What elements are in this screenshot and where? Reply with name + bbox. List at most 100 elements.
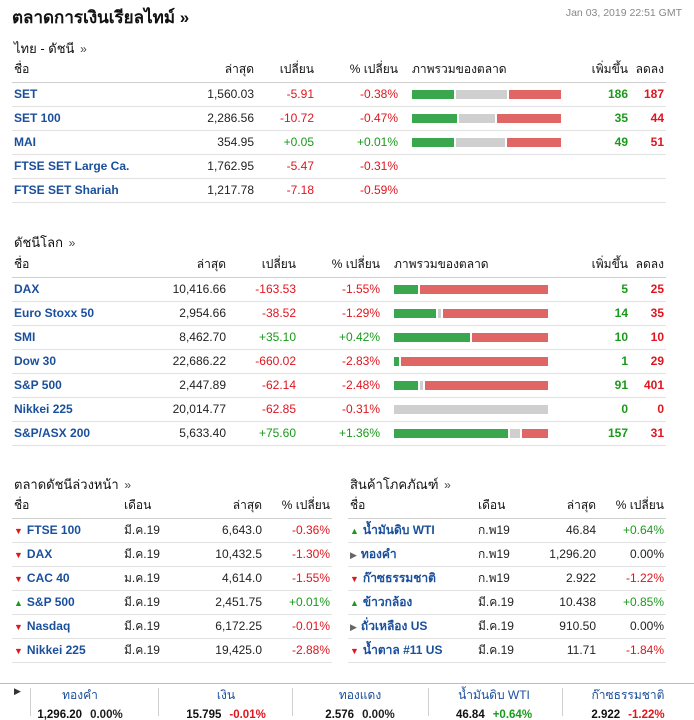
ticker-item[interactable]: ก๊าซธรรมชาติ 2.922 -1.22%: [563, 686, 693, 720]
ticker-item[interactable]: ทองคำ 1,296.20 0.00%: [15, 686, 145, 720]
ticker-value: 1,296.20: [37, 709, 83, 720]
breadth-bar: [412, 113, 561, 123]
table-row[interactable]: ▲ ข้าวกล้อง มี.ค.19 10.438 +0.85%: [348, 590, 666, 615]
pct-change-value: -0.01%: [264, 614, 332, 639]
instrument-cell[interactable]: ▲ น้ำมันดิบ WTI: [348, 518, 476, 543]
instrument-name-link[interactable]: น้ำตาล #11 US: [362, 642, 443, 657]
instrument-name-link[interactable]: DAX: [26, 547, 53, 561]
instrument-cell[interactable]: ▼ Nasdaq: [12, 614, 122, 639]
index-name-link[interactable]: Nikkei 225: [12, 397, 144, 422]
breadth-bar: [394, 356, 548, 366]
instrument-cell[interactable]: ▼ น้ำตาล #11 US: [348, 638, 476, 663]
chevron-right-icon: »: [124, 478, 131, 492]
table-row[interactable]: ▼ Nikkei 225 มี.ค.19 19,425.0 -2.88%: [12, 638, 332, 663]
index-name-link[interactable]: Dow 30: [12, 349, 144, 374]
index-name-link[interactable]: FTSE SET Shariah: [12, 178, 172, 203]
table-row[interactable]: ▼ DAX มี.ค.19 10,432.5 -1.30%: [12, 542, 332, 567]
instrument-cell[interactable]: ▼ Nikkei 225: [12, 638, 122, 663]
index-name-link[interactable]: DAX: [12, 277, 144, 302]
arrow-down-icon: ▼: [350, 645, 359, 656]
instrument-cell[interactable]: ▼ FTSE 100: [12, 518, 122, 543]
change-value: -10.72: [256, 106, 316, 131]
table-row[interactable]: MAI 354.95 +0.05 +0.01% 49 51: [12, 130, 666, 155]
index-name-link[interactable]: SET 100: [12, 106, 172, 131]
table-row[interactable]: DAX 10,416.66 -163.53 -1.55% 5 25: [12, 277, 666, 302]
last-value: 1,560.03: [172, 82, 256, 107]
index-name-link[interactable]: S&P/ASX 200: [12, 421, 144, 446]
table-row[interactable]: Euro Stoxx 50 2,954.66 -38.52 -1.29% 14 35: [12, 301, 666, 326]
ticker-name[interactable]: เงิน: [216, 688, 236, 702]
instrument-name-link[interactable]: S&P 500: [26, 595, 75, 609]
unchanged-segment: [420, 380, 423, 390]
advance-segment: [394, 308, 436, 318]
contract-month: ก.พ19: [476, 566, 544, 591]
page-title[interactable]: ตลาดการเงินเรียลไทม์ »: [12, 8, 190, 27]
table-row[interactable]: SET 100 2,286.56 -10.72 -0.47% 35 44: [12, 106, 666, 131]
instrument-name-link[interactable]: FTSE 100: [26, 523, 81, 537]
instrument-name-link[interactable]: ถั่วเหลือง US: [360, 618, 428, 633]
table-row[interactable]: FTSE SET Shariah 1,217.78 -7.18 -0.59%: [12, 178, 666, 203]
index-name-link[interactable]: SET: [12, 82, 172, 107]
instrument-name-link[interactable]: Nasdaq: [26, 619, 71, 633]
instrument-cell[interactable]: ▶ ทองคำ: [348, 542, 476, 567]
table-row[interactable]: ▼ CAC 40 ม.ค.19 4,614.0 -1.55%: [12, 566, 332, 591]
thai-title-label: ไทย - ดัชนี: [14, 41, 75, 56]
last-value: 2,954.66: [144, 301, 228, 326]
thai-section-title[interactable]: ไทย - ดัชนี »: [14, 38, 87, 59]
instrument-cell[interactable]: ▼ DAX: [12, 542, 122, 567]
instrument-name-link[interactable]: ข้าวกล้อง: [362, 594, 413, 609]
table-row[interactable]: ▶ ทองคำ ก.พ19 1,296.20 0.00%: [348, 542, 666, 567]
contract-month: มี.ค.19: [122, 518, 192, 543]
table-row[interactable]: S&P 500 2,447.89 -62.14 -2.48% 91 401: [12, 373, 666, 398]
ticker-name[interactable]: น้ำมันดิบ WTI: [458, 688, 530, 702]
commodities-section-title[interactable]: สินค้าโภคภัณฑ์ »: [350, 474, 451, 495]
ticker-name[interactable]: ทองแดง: [338, 688, 382, 702]
table-row[interactable]: ▼ น้ำตาล #11 US มี.ค.19 11.71 -1.84%: [348, 638, 666, 663]
table-row[interactable]: SMI 8,462.70 +35.10 +0.42% 10 10: [12, 325, 666, 350]
advances-count: 91: [552, 373, 630, 398]
instrument-name-link[interactable]: ทองคำ: [360, 546, 397, 561]
index-name-link[interactable]: SMI: [12, 325, 144, 350]
ticker-values: 46.84 +0.64%: [429, 709, 559, 720]
instrument-cell[interactable]: ▶ ถั่วเหลือง US: [348, 614, 476, 639]
ticker-item[interactable]: ทองแดง 2.576 0.00%: [295, 686, 425, 720]
table-row[interactable]: ▶ ถั่วเหลือง US มี.ค.19 910.50 0.00%: [348, 614, 666, 639]
table-row[interactable]: SET 1,560.03 -5.91 -0.38% 186 187: [12, 82, 666, 107]
table-row[interactable]: ▼ ก๊าซธรรมชาติ ก.พ19 2.922 -1.22%: [348, 566, 666, 591]
index-name-link[interactable]: FTSE SET Large Ca.: [12, 154, 172, 179]
instrument-name-link[interactable]: ก๊าซธรรมชาติ: [362, 570, 436, 585]
unchanged-segment: [458, 113, 496, 123]
instrument-name-link[interactable]: CAC 40: [26, 571, 70, 585]
decline-segment: [400, 356, 548, 366]
instrument-name-link[interactable]: น้ำมันดิบ WTI: [362, 522, 435, 537]
pct-change-value: -0.47%: [316, 106, 400, 131]
ticker-item[interactable]: เงิน 15.795 -0.01%: [161, 686, 291, 720]
table-row[interactable]: S&P/ASX 200 5,633.40 +75.60 +1.36% 157 31: [12, 421, 666, 446]
ticker-name[interactable]: ทองคำ: [62, 688, 98, 702]
table-row[interactable]: ▼ Nasdaq มี.ค.19 6,172.25 -0.01%: [12, 614, 332, 639]
instrument-name-link[interactable]: Nikkei 225: [26, 643, 86, 657]
col-pct-change: % เปลี่ยน: [316, 58, 400, 83]
table-row[interactable]: Dow 30 22,686.22 -660.02 -2.83% 1 29: [12, 349, 666, 374]
table-row[interactable]: FTSE SET Large Ca. 1,762.95 -5.47 -0.31%: [12, 154, 666, 179]
instrument-cell[interactable]: ▲ S&P 500: [12, 590, 122, 615]
market-breadth-bar: [382, 325, 552, 350]
instrument-cell[interactable]: ▼ CAC 40: [12, 566, 122, 591]
declines-count: [630, 178, 666, 203]
ticker-item[interactable]: น้ำมันดิบ WTI 46.84 +0.64%: [429, 686, 559, 720]
world-section-title[interactable]: ดัชนีโลก »: [14, 232, 75, 253]
instrument-cell[interactable]: ▲ ข้าวกล้อง: [348, 590, 476, 615]
play-icon[interactable]: ▶: [14, 686, 21, 696]
index-name-link[interactable]: Euro Stoxx 50: [12, 301, 144, 326]
index-name-link[interactable]: MAI: [12, 130, 172, 155]
table-row[interactable]: ▼ FTSE 100 มี.ค.19 6,643.0 -0.36%: [12, 518, 332, 543]
ticker-name[interactable]: ก๊าซธรรมชาติ: [591, 688, 665, 702]
table-row[interactable]: Nikkei 225 20,014.77 -62.85 -0.31% 0 0: [12, 397, 666, 422]
chevron-right-icon: »: [68, 236, 76, 250]
arrow-down-icon: ▼: [14, 550, 23, 560]
table-row[interactable]: ▲ S&P 500 มี.ค.19 2,451.75 +0.01%: [12, 590, 332, 615]
index-name-link[interactable]: S&P 500: [12, 373, 144, 398]
instrument-cell[interactable]: ▼ ก๊าซธรรมชาติ: [348, 566, 476, 591]
futures-section-title[interactable]: ตลาดดัชนีล่วงหน้า »: [14, 474, 131, 495]
table-row[interactable]: ▲ น้ำมันดิบ WTI ก.พ19 46.84 +0.64%: [348, 518, 666, 543]
